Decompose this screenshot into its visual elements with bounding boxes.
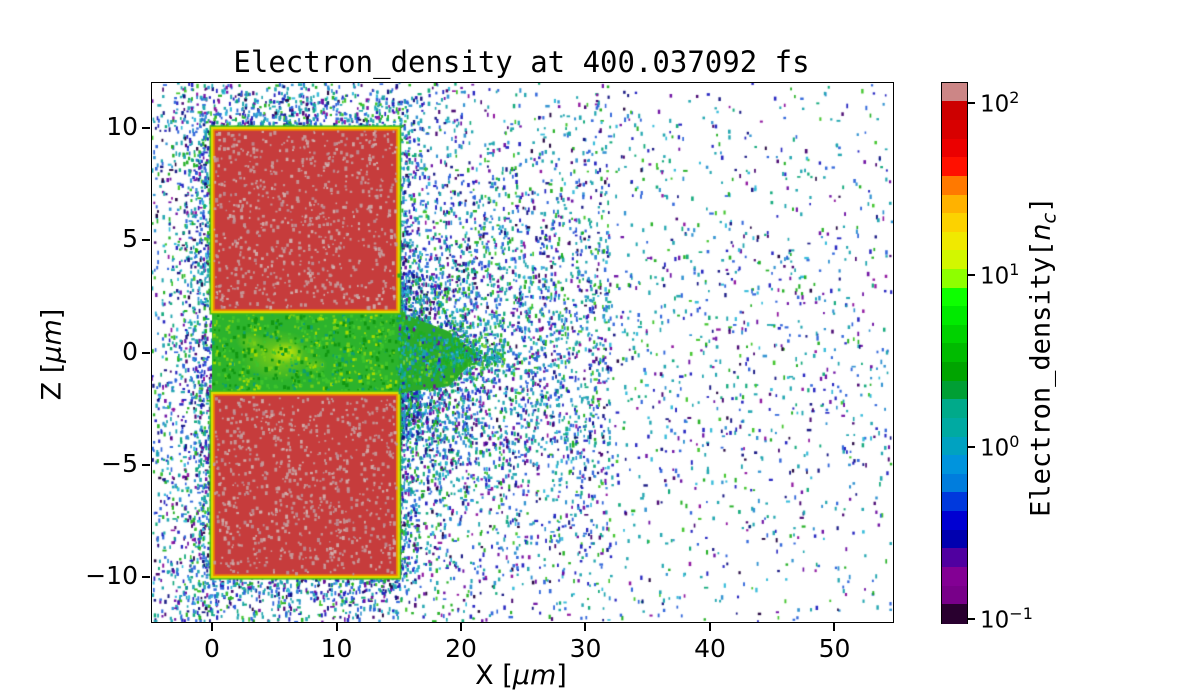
x-label-suffix: ] (556, 660, 567, 691)
x-tick-mark (335, 623, 338, 631)
colorbar-tick-exponent: 1 (1009, 259, 1020, 279)
colorbar (941, 81, 968, 624)
colorbar-tick-label: 101 (980, 260, 1019, 290)
x-axis-label: X [μm] (401, 660, 641, 691)
colorbar-band (942, 269, 967, 289)
colorbar-band (942, 324, 967, 345)
y-tick-label: 5 (122, 224, 138, 254)
y-label-unit: μm (36, 319, 68, 363)
colorbar-tick-base: 10 (980, 91, 1010, 118)
colorbar-band (942, 399, 967, 420)
colorbar-label-suffix: ] (1025, 196, 1057, 213)
y-label-text: Z [ (36, 362, 68, 401)
colorbar-band (942, 473, 967, 494)
colorbar-tick-exponent: 2 (1009, 87, 1020, 107)
x-tick-label: 50 (818, 634, 851, 663)
colorbar-band (942, 585, 967, 606)
colorbar-band (942, 548, 967, 568)
colorbar-band (942, 604, 967, 624)
colorbar-band (942, 194, 967, 215)
colorbar-band (942, 362, 967, 382)
colorbar-band (942, 306, 967, 326)
y-tick-mark (142, 576, 150, 579)
colorbar-band (942, 511, 967, 531)
plot-area (150, 81, 894, 623)
x-tick-mark (833, 623, 836, 631)
colorbar-band (942, 455, 967, 475)
x-tick-label: 20 (445, 634, 477, 663)
colorbar-tick-exponent: 0 (1009, 432, 1020, 451)
colorbar-band (942, 138, 967, 159)
colorbar-band (942, 157, 967, 177)
colorbar-label-var: n (1025, 223, 1057, 241)
colorbar-band (942, 213, 967, 233)
y-tick-label: 10 (106, 111, 138, 141)
scatter-canvas (151, 82, 893, 622)
x-label-unit: μm (512, 660, 557, 691)
y-tick-label: −10 (85, 561, 138, 591)
colorbar-tick-base: 10 (980, 607, 1010, 634)
colorbar-band (942, 82, 967, 103)
y-tick-mark (142, 351, 150, 354)
x-tick-label: 10 (320, 634, 353, 663)
colorbar-band (942, 343, 967, 364)
colorbar-tick-label: 102 (980, 88, 1019, 118)
x-tick-label: 0 (204, 634, 220, 663)
colorbar-band (942, 566, 967, 587)
colorbar-tick-mark (968, 273, 975, 276)
colorbar-tick-exponent: −1 (1009, 604, 1033, 624)
colorbar-band (942, 492, 967, 513)
x-tick-label: 30 (569, 634, 602, 663)
x-tick-mark (708, 623, 711, 631)
colorbar-band (942, 120, 967, 140)
colorbar-band (942, 231, 967, 252)
colorbar-tick-label: 10−1 (980, 604, 1033, 634)
colorbar-tick-label: 100 (980, 432, 1019, 462)
colorbar-band (942, 380, 967, 401)
colorbar-tick-base: 10 (980, 435, 1010, 462)
colorbar-band (942, 529, 967, 550)
y-tick-mark (142, 239, 150, 242)
colorbar-band (942, 436, 967, 457)
x-label-text: X [ (475, 660, 513, 691)
x-tick-label: 40 (694, 634, 726, 663)
y-label-suffix: ] (36, 308, 68, 320)
colorbar-label-sub: c (1037, 212, 1061, 224)
y-axis-label: Z [μm] (37, 235, 68, 475)
colorbar-band (942, 175, 967, 196)
colorbar-tick-base: 10 (980, 263, 1010, 290)
colorbar-band (942, 417, 967, 438)
colorbar-label-text: Electron_density[ (1025, 240, 1057, 517)
y-tick-label: 0 (122, 336, 138, 366)
colorbar-tick-mark (968, 101, 975, 104)
colorbar-band (942, 250, 967, 271)
colorbar-tick-mark (968, 618, 975, 620)
y-tick-label: −5 (101, 448, 138, 478)
plot-title: Electron_density at 400.037092 fs (233, 45, 810, 79)
x-tick-mark (211, 623, 213, 631)
y-tick-mark (142, 126, 150, 129)
x-tick-mark (584, 623, 587, 631)
colorbar-tick-mark (968, 446, 975, 448)
y-tick-mark (142, 463, 150, 466)
colorbar-label: Electron_density[nc] (1025, 192, 1060, 522)
x-tick-mark (459, 623, 462, 631)
colorbar-band (942, 101, 967, 122)
colorbar-band (942, 287, 967, 308)
